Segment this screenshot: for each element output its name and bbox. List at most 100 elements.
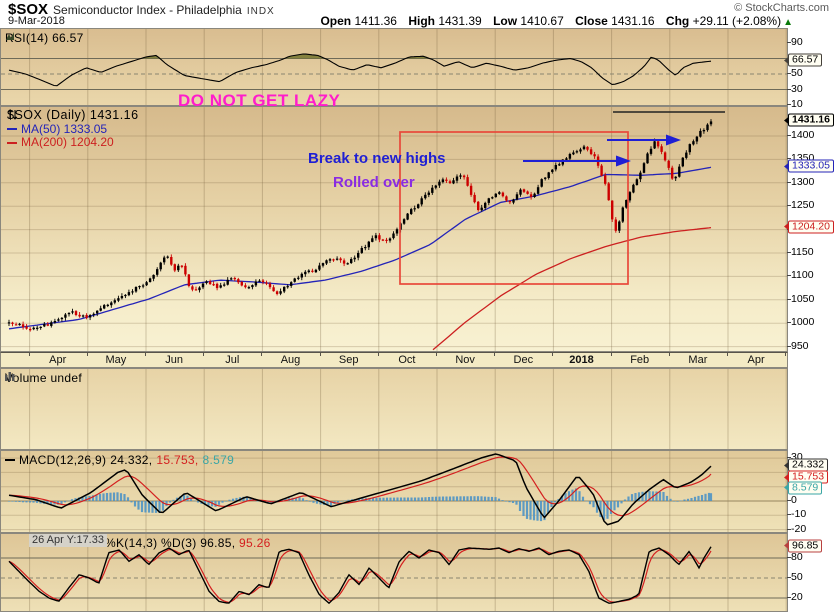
x-axis-label: Sep — [338, 354, 359, 366]
x-axis-tick — [28, 353, 30, 356]
axis-callout: 1431.16 — [784, 113, 834, 127]
x-axis-label: Jul — [225, 354, 240, 366]
price-legend: $SOX (Daily) 1431.16 MA(50) 1333.05 MA(2… — [7, 108, 139, 150]
volume-icon — [5, 372, 15, 381]
callout-notch-icon — [784, 56, 789, 65]
volume-label: Volume undef — [5, 371, 82, 385]
indicator-icon — [6, 32, 14, 40]
x-axis-tick — [668, 353, 670, 356]
stoch-label: %K(14,3) %D(3) — [105, 536, 197, 550]
x-axis-tick — [785, 353, 787, 356]
x-axis-tick — [319, 353, 321, 356]
stochastics-panel[interactable]: %K(14,3) %D(3) 96.85, 95.26 26 Apr Y:17.… — [0, 533, 788, 612]
ohlc-quote-strip: Open 1411.36 High 1431.39 Low 1410.67 Cl… — [320, 14, 793, 28]
rsi-label: RSI(14) 66.57 — [5, 31, 84, 45]
x-axis-label: Feb — [630, 354, 650, 366]
macd-plot[interactable] — [1, 451, 787, 532]
callout-notch-icon — [784, 473, 789, 482]
macd-label-row: MACD(12,26,9) 24.332, 15.753, 8.579 — [5, 453, 234, 467]
x-axis-label: Oct — [398, 354, 416, 366]
price-panel[interactable]: $SOX (Daily) 1431.16 MA(50) 1333.05 MA(2… — [0, 106, 788, 352]
callout-notch-icon — [784, 162, 789, 171]
x-axis-tick — [86, 353, 88, 356]
axis-callout: 96.85 — [784, 539, 823, 553]
axis-callout: 24.332 — [784, 458, 829, 472]
stoch-value-2: 95.26 — [239, 536, 271, 550]
axis-callout: 66.57 — [784, 53, 823, 67]
stochastics-plot[interactable] — [1, 534, 787, 611]
legend-ma50: MA(50) 1333.05 — [21, 121, 108, 136]
x-axis-label: Nov — [455, 354, 475, 366]
callout-value: 66.57 — [792, 53, 819, 66]
callout-value: 1333.05 — [792, 159, 830, 172]
macd-value-3: 8.579 — [202, 453, 235, 467]
callout-notch-icon — [784, 483, 789, 492]
rsi-panel[interactable]: RSI(14) 66.57 — [0, 28, 788, 106]
callout-notch-icon — [784, 222, 789, 231]
legend-ma50-row: MA(50) 1333.05 — [7, 121, 139, 137]
x-axis-tick — [727, 353, 728, 356]
legend-symbol-row: $SOX (Daily) 1431.16 — [7, 108, 139, 123]
symbol: $SOX — [8, 1, 49, 18]
axis-callout: 8.579 — [784, 481, 823, 495]
callout-value: 1204.20 — [792, 220, 830, 233]
x-axis-tick — [436, 353, 437, 356]
macd-panel[interactable]: MACD(12,26,9) 24.332, 15.753, 8.579 — [0, 450, 788, 533]
callout-value: 1431.16 — [792, 113, 830, 126]
macd-line-icon — [5, 459, 15, 461]
volume-panel[interactable]: Volume undef — [0, 368, 788, 450]
legend-ma200: MA(200) 1204.20 — [21, 135, 114, 149]
rsi-label-row: RSI(14) 66.57 — [5, 31, 84, 45]
x-axis-label: Dec — [513, 354, 534, 366]
stoch-label-row: %K(14,3) %D(3) 96.85, 95.26 — [105, 536, 271, 550]
callout-value: 96.85 — [792, 539, 819, 552]
x-axis-label: Apr — [49, 354, 67, 366]
x-axis-label: Apr — [747, 354, 765, 366]
x-axis-label: Mar — [688, 354, 708, 366]
legend-ma200-row: MA(200) 1204.20 — [7, 135, 139, 150]
high-label: High — [408, 14, 435, 28]
axis-tick-label: 50 — [787, 67, 803, 79]
chart-date: 9-Mar-2018 — [8, 15, 65, 27]
crosshair-tooltip: 26 Apr Y:17.33 — [29, 534, 107, 547]
low-label: Low — [493, 14, 518, 28]
x-axis-tick — [203, 353, 205, 356]
annotation-warning: DO NOT GET LAZY — [178, 91, 341, 110]
volume-plot[interactable] — [1, 369, 787, 449]
annotation-break-to-new-highs: Break to new highs — [308, 150, 446, 167]
callout-notch-icon — [784, 461, 789, 470]
axis-tick-label: 30 — [787, 82, 803, 95]
annotation-rolled-over: Rolled over — [333, 174, 415, 191]
ma50-line-icon — [7, 128, 17, 131]
x-axis-label: May — [105, 354, 127, 366]
axis-tick-label: 80 — [787, 550, 803, 563]
axis-tick-label: 950 — [787, 339, 809, 352]
x-axis-strip — [0, 352, 788, 368]
axis-tick-label: 50 — [787, 571, 803, 583]
axis-tick-label: 0 — [787, 494, 797, 506]
macd-value-1: 24.332, — [110, 453, 153, 467]
axis-tick-label: 1150 — [787, 246, 814, 258]
axis-tick-label: 20 — [787, 591, 803, 603]
callout-value: 8.579 — [792, 481, 819, 494]
low-value: 1410.67 — [520, 14, 564, 28]
axis-tick-label: -10 — [786, 508, 807, 521]
axis-tick-label: 30 — [787, 451, 803, 464]
symbol-description: Semiconductor Index - Philadelphia — [53, 3, 242, 17]
x-axis-tick — [552, 353, 554, 356]
chart-area: RSI(14) 66.57 $SOX (Daily) 1431.16 MA(50… — [0, 28, 835, 612]
callout-value: 24.332 — [792, 458, 825, 471]
open-label: Open — [320, 14, 352, 28]
callout-notch-icon — [784, 541, 789, 550]
close-value: 1431.16 — [611, 14, 655, 28]
x-axis-tick — [610, 353, 612, 356]
rsi-plot[interactable] — [1, 29, 787, 105]
candlestick-icon — [7, 109, 18, 120]
price-plot[interactable] — [1, 107, 787, 351]
chg-value: +29.11 (+2.08%) — [692, 14, 782, 28]
axis-tick-label: 1100 — [787, 269, 814, 282]
chart-header: $SOX Semiconductor Index - Philadelphia IN… — [0, 0, 835, 28]
chg-label: Chg — [665, 14, 690, 28]
callout-notch-icon — [784, 116, 789, 125]
